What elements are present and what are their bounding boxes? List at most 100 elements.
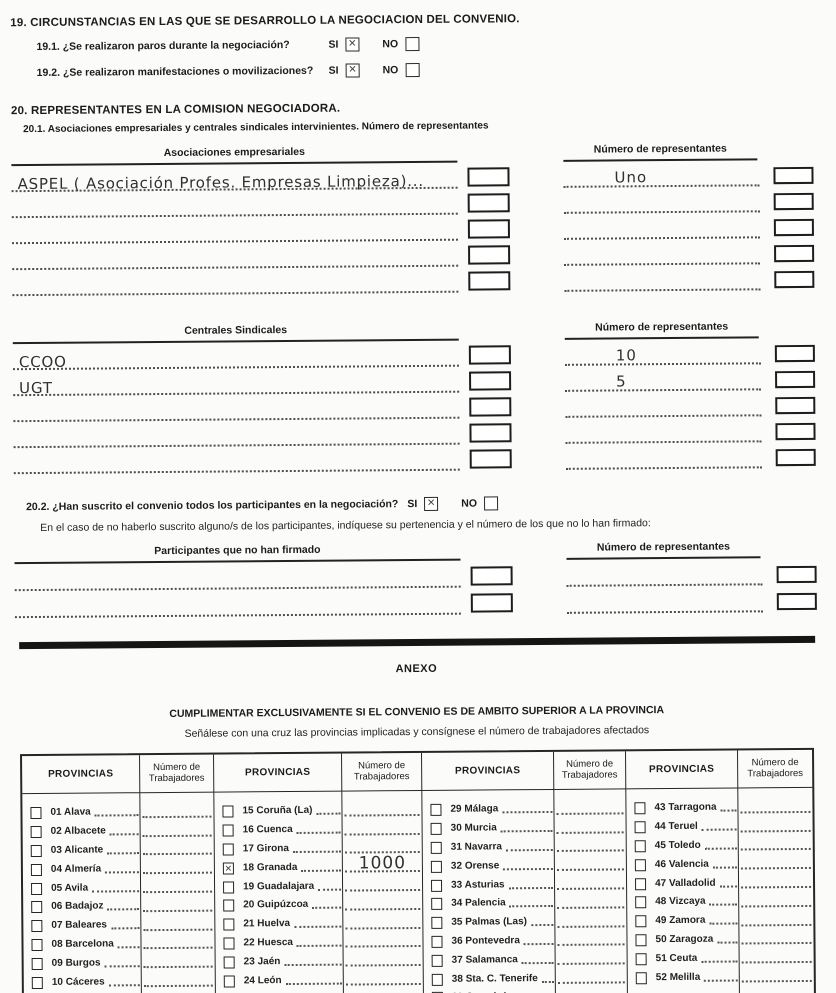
workers-field[interactable] [740,798,811,817]
workers-field[interactable] [143,953,213,972]
count-line[interactable] [563,212,760,240]
entry-line[interactable] [11,188,458,219]
workers-field[interactable] [143,934,213,953]
count-line[interactable]: 5 [564,364,762,392]
entry-code-box[interactable] [773,166,814,185]
entry-line[interactable] [12,266,459,297]
workers-field[interactable] [557,912,625,931]
workers-field[interactable] [741,892,812,911]
entry-code-box[interactable] [774,270,815,289]
count-line[interactable] [566,585,763,614]
province-checkbox[interactable] [31,882,43,895]
province-checkbox[interactable] [30,844,42,858]
no-checkbox[interactable] [405,36,420,51]
count-line[interactable]: 10 [564,338,761,366]
workers-field[interactable] [556,818,624,837]
workers-field[interactable] [556,856,624,875]
province-checkbox[interactable] [30,826,42,839]
workers-field[interactable] [143,972,213,991]
province-checkbox[interactable] [431,898,443,911]
province-checkbox[interactable] [222,843,234,856]
province-checkbox[interactable] [31,957,43,970]
workers-field[interactable] [143,878,213,897]
workers-field[interactable] [741,948,812,967]
count-line[interactable] [563,186,760,214]
entry-line[interactable] [13,444,460,475]
workers-field[interactable] [142,840,212,859]
province-checkbox[interactable] [634,840,646,853]
count-line[interactable] [565,390,762,418]
province-checkbox[interactable] [430,841,442,854]
workers-field[interactable] [344,801,420,820]
province-checkbox[interactable] [635,877,647,890]
entry-code-box[interactable] [775,396,816,415]
entry-line[interactable] [11,214,458,245]
no-checkbox[interactable] [483,496,499,511]
province-checkbox[interactable] [635,971,647,984]
province-checkbox[interactable] [430,860,442,873]
province-checkbox[interactable] [431,973,443,986]
province-checkbox[interactable] [430,804,442,817]
workers-field[interactable] [556,837,624,856]
entry-line[interactable] [14,560,461,592]
entry-code-box[interactable] [774,244,815,263]
province-checkbox[interactable] [222,824,234,837]
workers-field[interactable] [741,873,812,892]
workers-field[interactable] [345,933,421,952]
workers-field[interactable] [557,950,625,969]
workers-field[interactable] [558,987,625,993]
entry-code-box[interactable] [470,593,513,613]
province-checkbox[interactable] [223,899,235,912]
si-checkbox[interactable]: ✕ [345,36,360,52]
province-checkbox[interactable] [223,881,235,894]
province-checkbox[interactable] [31,901,43,914]
entry-line[interactable]: ASPEL ( Asociación Profes. Empresas Limp… [11,162,458,193]
entry-code-box[interactable] [776,565,817,584]
si-checkbox[interactable]: ✕ [345,62,360,78]
province-checkbox[interactable] [635,915,647,928]
workers-field[interactable] [557,875,625,894]
workers-field[interactable] [346,989,421,993]
entry-line[interactable] [12,240,459,271]
entry-code-box[interactable] [469,371,512,391]
province-checkbox[interactable] [222,805,234,818]
count-line[interactable] [566,558,763,587]
si-checkbox[interactable]: ✕ [424,496,439,511]
workers-field[interactable] [142,803,212,822]
count-line[interactable] [565,442,762,470]
province-checkbox[interactable] [223,975,235,988]
entry-code-box[interactable] [776,592,817,611]
entry-code-box[interactable] [468,345,511,365]
entry-code-box[interactable] [775,370,816,389]
province-checkbox[interactable] [223,937,235,950]
entry-line[interactable] [13,418,460,449]
count-line[interactable] [565,416,762,444]
workers-field[interactable] [143,897,213,916]
workers-field[interactable] [740,854,811,873]
workers-field[interactable] [741,967,812,986]
province-checkbox[interactable] [634,859,646,872]
province-checkbox[interactable] [431,954,443,967]
entry-code-box[interactable] [469,423,512,443]
entry-code-box[interactable] [469,397,512,417]
count-line[interactable] [563,238,761,266]
entry-code-box[interactable] [467,193,510,213]
province-checkbox[interactable] [634,802,646,815]
entry-code-box[interactable] [467,219,510,239]
province-checkbox[interactable] [635,952,647,966]
province-checkbox[interactable] [634,821,646,834]
workers-field[interactable] [142,821,212,840]
workers-field[interactable] [345,876,421,895]
entry-code-box[interactable] [775,422,816,441]
workers-field[interactable] [345,895,421,914]
province-checkbox[interactable] [635,896,647,909]
workers-field[interactable] [344,820,420,839]
entry-code-box[interactable] [470,566,513,586]
province-checkbox[interactable] [31,976,43,989]
entry-code-box[interactable] [469,449,512,469]
entry-code-box[interactable] [773,192,814,211]
workers-field[interactable] [142,859,212,878]
entry-code-box[interactable] [775,448,816,467]
entry-code-box[interactable] [467,167,510,187]
workers-field[interactable] [741,911,812,930]
